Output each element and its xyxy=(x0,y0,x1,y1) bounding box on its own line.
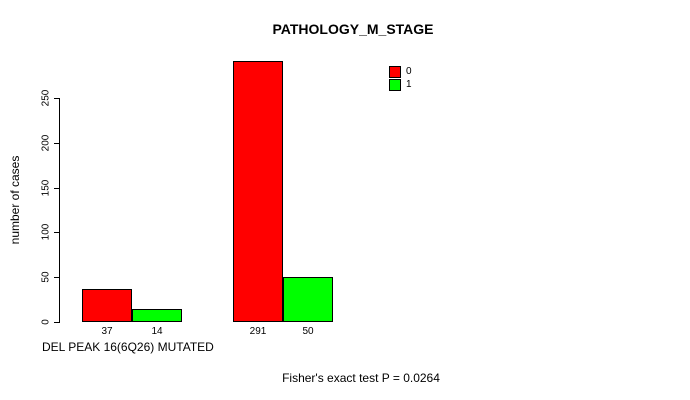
y-axis-tick xyxy=(54,142,59,144)
y-axis-tick xyxy=(54,98,59,99)
bar xyxy=(233,61,283,322)
fisher-test-annotation: Fisher's exact test P = 0.0264 xyxy=(282,371,440,385)
bar-value-label: 37 xyxy=(101,326,113,337)
bar-value-label: 14 xyxy=(151,326,163,337)
y-tick-label: 100 xyxy=(40,224,52,241)
y-axis-tick xyxy=(54,232,59,234)
y-tick-label: 200 xyxy=(40,134,52,152)
y-tick-label: 0 xyxy=(40,319,52,325)
bar-value-label: 50 xyxy=(302,326,314,337)
legend-entry: 0 xyxy=(389,66,412,78)
y-axis-tick xyxy=(54,322,59,323)
legend-swatch xyxy=(389,79,401,91)
chart-title: PATHOLOGY_M_STAGE xyxy=(272,21,434,37)
legend-swatch xyxy=(389,66,401,78)
legend-label: 1 xyxy=(406,79,412,90)
y-tick-label: 250 xyxy=(40,89,52,107)
y-axis-tick xyxy=(54,187,59,189)
y-axis-label: number of cases xyxy=(8,155,22,245)
bar xyxy=(283,277,333,322)
y-axis-line xyxy=(59,98,60,323)
y-tick-label: 50 xyxy=(40,271,52,283)
bar xyxy=(82,289,132,322)
legend-label: 0 xyxy=(406,66,412,77)
legend-entry: 1 xyxy=(389,79,412,91)
y-axis-tick xyxy=(54,277,59,279)
bar xyxy=(132,309,182,322)
x-axis-label: DEL PEAK 16(6Q26) MUTATED xyxy=(42,340,214,354)
y-tick-label: 150 xyxy=(40,179,52,196)
bar-value-label: 291 xyxy=(249,326,267,337)
